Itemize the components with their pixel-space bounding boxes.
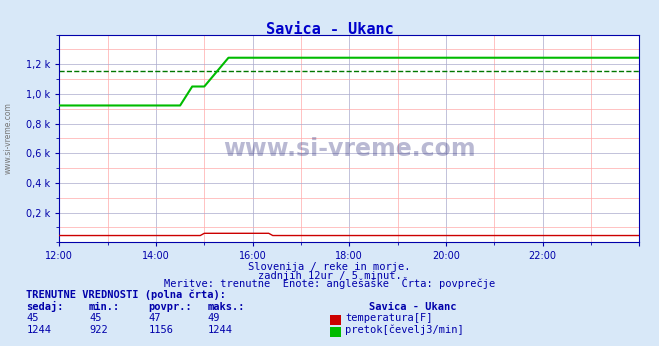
Text: pretok[čevelj3/min]: pretok[čevelj3/min] — [345, 324, 464, 335]
Text: www.si-vreme.com: www.si-vreme.com — [3, 102, 13, 174]
Text: 1156: 1156 — [148, 325, 173, 335]
Text: Slovenija / reke in morje.: Slovenija / reke in morje. — [248, 262, 411, 272]
Text: 922: 922 — [89, 325, 107, 335]
Text: min.:: min.: — [89, 302, 120, 312]
Text: 1244: 1244 — [26, 325, 51, 335]
Text: Meritve: trenutne  Enote: anglešaške  Črta: povprečje: Meritve: trenutne Enote: anglešaške Črta… — [164, 277, 495, 289]
Text: 45: 45 — [89, 313, 101, 323]
Text: zadnjih 12ur / 5 minut.: zadnjih 12ur / 5 minut. — [258, 271, 401, 281]
Text: 45: 45 — [26, 313, 39, 323]
Text: www.si-vreme.com: www.si-vreme.com — [223, 137, 476, 161]
Text: povpr.:: povpr.: — [148, 302, 192, 312]
Text: maks.:: maks.: — [208, 302, 245, 312]
Text: 47: 47 — [148, 313, 161, 323]
Text: TRENUTNE VREDNOSTI (polna črta):: TRENUTNE VREDNOSTI (polna črta): — [26, 289, 226, 300]
Text: sedaj:: sedaj: — [26, 301, 64, 312]
Text: temperatura[F]: temperatura[F] — [345, 313, 433, 323]
Text: 1244: 1244 — [208, 325, 233, 335]
Text: Savica - Ukanc: Savica - Ukanc — [266, 22, 393, 37]
Text: 49: 49 — [208, 313, 220, 323]
Text: Savica - Ukanc: Savica - Ukanc — [369, 302, 457, 312]
